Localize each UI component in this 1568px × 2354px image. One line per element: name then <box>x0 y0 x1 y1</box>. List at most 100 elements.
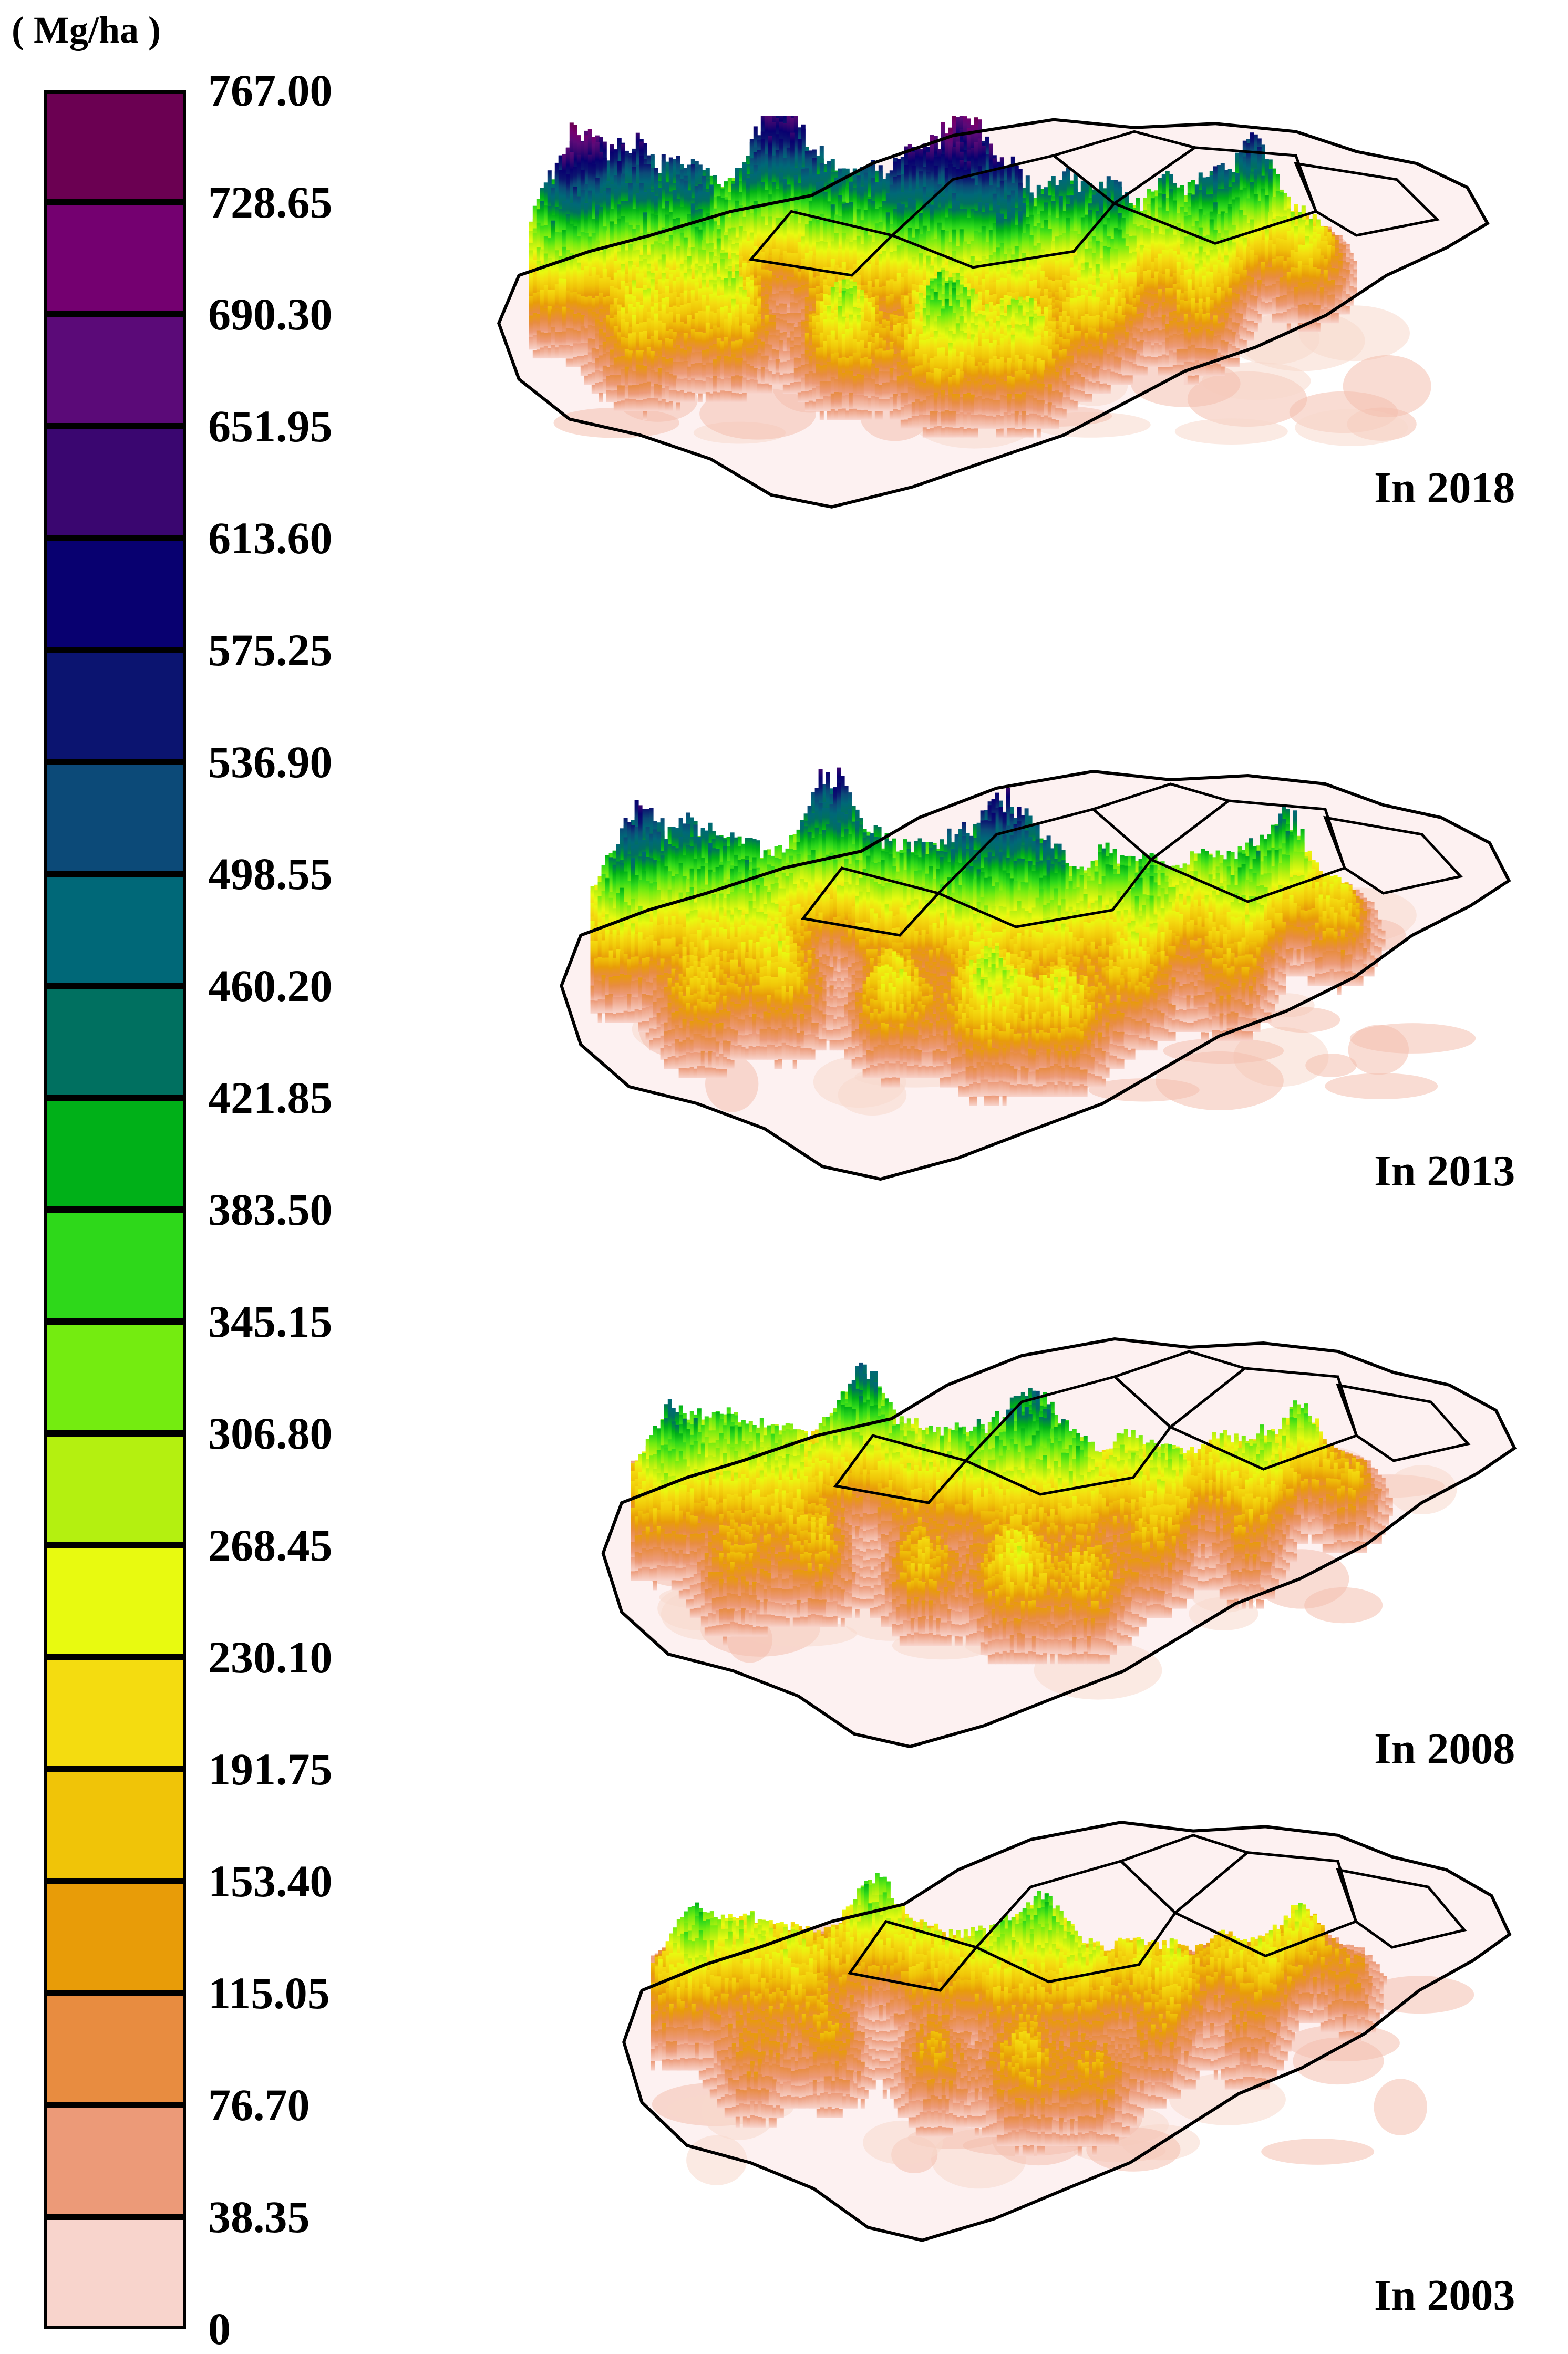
biomass-column <box>698 394 703 402</box>
biomass-column <box>1051 405 1056 420</box>
biomass-column <box>834 392 839 411</box>
biomass-column <box>838 392 842 411</box>
legend-swatch <box>44 1321 186 1433</box>
legend-tick-label: 728.65 <box>208 180 333 225</box>
biomass-column <box>665 386 669 402</box>
biomass-column <box>960 412 964 429</box>
biomass-column <box>934 411 938 429</box>
biomass-column <box>742 393 747 402</box>
biomass-column <box>868 411 872 420</box>
biomass-column <box>702 381 706 394</box>
biomass-column <box>537 331 541 350</box>
biomass-column <box>908 418 912 428</box>
legend-swatch <box>44 1769 186 1881</box>
biomass-column <box>901 407 905 420</box>
biomass-column <box>897 410 901 420</box>
biomass-column <box>982 415 986 429</box>
biomass-column <box>1158 356 1162 367</box>
biomass-column <box>724 391 728 402</box>
biomass-column <box>599 393 603 402</box>
biomass-column <box>1085 379 1089 394</box>
biomass-column <box>812 388 817 402</box>
biomass-column <box>1026 415 1030 429</box>
biomass-column <box>1246 307 1251 323</box>
biomass-column <box>625 399 629 411</box>
unit-label: ( Mg/ha ) <box>12 8 161 52</box>
biomass-column <box>904 405 909 420</box>
biomass-column <box>1210 365 1214 376</box>
biomass-column <box>1243 340 1247 349</box>
biomass-column <box>956 414 960 429</box>
biomass-column <box>1143 342 1148 358</box>
biomass-column <box>669 390 673 402</box>
biomass-column <box>562 345 566 358</box>
biomass-column <box>1048 417 1052 428</box>
biomass-column <box>1291 308 1295 324</box>
biomass-column <box>1257 314 1262 324</box>
biomass-column <box>1015 411 1019 429</box>
biomass-column <box>537 349 541 358</box>
biomass-column <box>1177 349 1181 367</box>
biomass-column <box>875 397 879 411</box>
biomass-column <box>779 375 783 385</box>
biomass-column <box>993 417 997 429</box>
biomass-column <box>901 420 905 429</box>
biomass-column <box>1147 356 1151 367</box>
biomass-column <box>1129 362 1133 376</box>
biomass-column <box>566 358 570 367</box>
biomass-column <box>860 395 864 411</box>
biomass-column <box>1206 364 1210 376</box>
biomass-column <box>783 385 787 394</box>
biomass-column <box>868 398 872 411</box>
biomass-column <box>1026 429 1030 437</box>
biomass-column <box>754 380 758 394</box>
forest-biomass-map <box>552 767 1519 1188</box>
biomass-column <box>960 427 964 438</box>
legend-swatch <box>44 1881 186 1993</box>
biomass-column <box>893 409 898 420</box>
biomass-column <box>684 393 688 402</box>
biomass-column <box>908 404 912 420</box>
biomass-column <box>886 399 890 411</box>
biomass-column <box>559 345 563 359</box>
biomass-column <box>581 343 585 358</box>
legend-tick-label: 345.15 <box>208 1299 333 1344</box>
biomass-column <box>680 390 684 402</box>
biomass-column <box>533 350 537 358</box>
biomass-column <box>529 337 533 350</box>
biomass-column <box>1118 357 1122 376</box>
legend-tick-label: 421.85 <box>208 1075 333 1120</box>
biomass-column <box>1283 295 1287 315</box>
biomass-column <box>956 428 960 437</box>
biomass-column <box>879 411 883 420</box>
legend-tick-label: 76.70 <box>208 2082 310 2128</box>
biomass-column <box>1188 376 1192 385</box>
biomass-column <box>687 392 692 402</box>
biomass-column <box>1000 416 1004 429</box>
biomass-column <box>798 393 802 402</box>
biomass-column <box>1103 370 1107 385</box>
biomass-column <box>1217 364 1221 376</box>
biomass-column <box>930 428 934 437</box>
biomass-column <box>592 385 596 394</box>
biomass-column <box>816 399 820 411</box>
biomass-column <box>1191 376 1195 385</box>
biomass-column <box>820 411 824 420</box>
biomass-column <box>1062 397 1067 411</box>
biomass-column <box>639 384 644 402</box>
biomass-column <box>617 385 622 402</box>
biomass-column <box>614 390 618 402</box>
biomass-column <box>1346 306 1350 314</box>
legend-tick-label: 306.80 <box>208 1411 333 1456</box>
biomass-column <box>768 385 772 394</box>
biomass-column <box>1037 415 1041 429</box>
biomass-column <box>676 402 680 411</box>
biomass-column <box>709 394 714 402</box>
biomass-column <box>930 411 934 429</box>
biomass-column <box>1018 429 1023 437</box>
biomass-column <box>636 400 640 411</box>
biomass-column <box>820 399 824 411</box>
biomass-column <box>1077 390 1081 402</box>
biomass-column <box>768 371 772 385</box>
biomass-column <box>1257 298 1262 314</box>
